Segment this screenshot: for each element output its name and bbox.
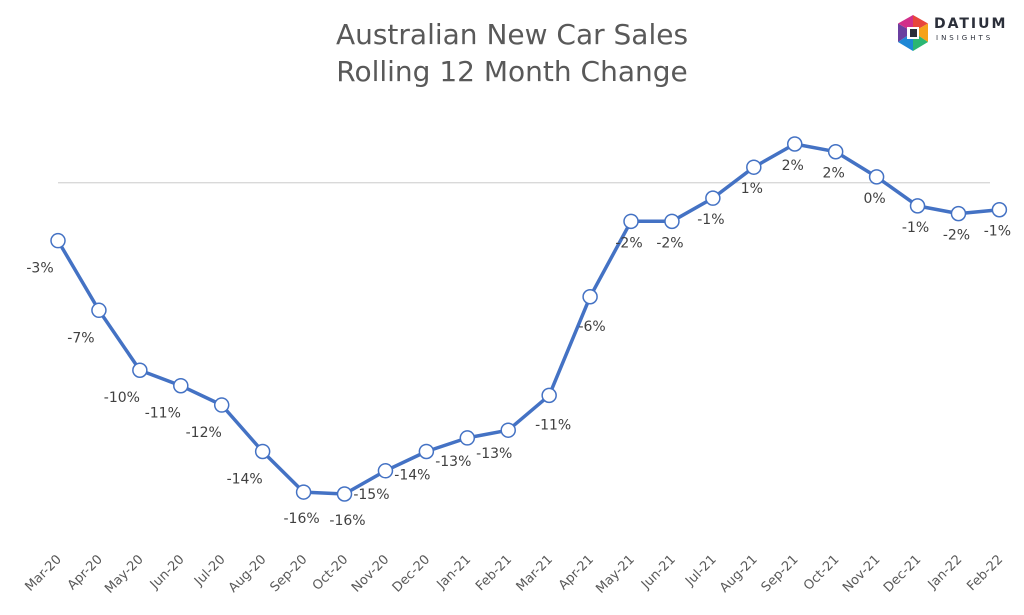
data-label: -15%: [353, 487, 389, 503]
x-tick-label: Feb-22: [964, 552, 1006, 594]
data-label: 1%: [741, 181, 763, 197]
data-point: [418, 443, 435, 460]
data-label: -13%: [476, 446, 512, 462]
x-tick-label: Sep-21: [759, 552, 802, 595]
data-label: -16%: [283, 511, 319, 527]
data-label: -7%: [67, 330, 94, 346]
x-tick-label: Sep-20: [267, 552, 310, 595]
x-tick-label: Nov-21: [840, 552, 883, 595]
data-point: [541, 387, 557, 404]
chart-title-line-1: Australian New Car Sales: [335, 18, 689, 51]
data-label: -3%: [26, 261, 53, 277]
data-point: [950, 205, 967, 222]
data-point: [868, 169, 885, 185]
x-tick-label: Jan-22: [925, 552, 966, 593]
data-point: [213, 397, 230, 413]
x-tick-label: Nov-20: [349, 552, 392, 595]
data-label: -2%: [656, 235, 683, 251]
x-tick-label: Dec-21: [881, 552, 924, 595]
data-point: [664, 213, 680, 230]
logo-wordmark: DATIUM: [934, 16, 1008, 32]
data-label: -1%: [902, 220, 929, 236]
datium-logo: DATIUM INSIGHTS: [896, 14, 1016, 54]
data-label: -1%: [697, 212, 724, 228]
data-point: [377, 463, 394, 479]
data-point: [582, 289, 598, 305]
x-tick-label: Mar-20: [22, 552, 64, 594]
x-tick-label: Aug-20: [226, 552, 270, 596]
data-point: [336, 486, 353, 502]
data-point: [254, 443, 271, 460]
data-label: -13%: [435, 454, 471, 470]
data-point: [991, 201, 1008, 218]
chart-title-line-2: Rolling 12 Month Change: [336, 55, 688, 88]
x-tick-label: Jun-20: [147, 552, 188, 593]
data-point: [705, 190, 721, 206]
data-label: -10%: [104, 390, 140, 406]
x-tick-label: Jan-21: [434, 552, 475, 593]
data-point: [50, 232, 66, 249]
data-point: [173, 377, 189, 394]
chart-title: Australian New Car Sales Rolling 12 Mont…: [0, 16, 1024, 90]
data-point: [295, 484, 312, 500]
data-label: -12%: [186, 425, 222, 441]
x-tick-label: Mar-21: [514, 552, 556, 594]
data-label: -2%: [943, 228, 970, 244]
data-label: 2%: [782, 158, 804, 174]
x-tick-label: Apr-20: [65, 552, 106, 593]
x-tick-label: Oct-21: [801, 552, 843, 594]
data-label: 2%: [823, 166, 845, 182]
series-line: [56, 142, 1000, 496]
data-label: 0%: [863, 191, 885, 207]
data-point: [500, 422, 516, 438]
data-label: -11%: [535, 417, 571, 433]
x-tick-label: Oct-20: [310, 552, 352, 594]
data-point: [786, 136, 803, 152]
x-tick-label: May-20: [102, 552, 146, 596]
x-tick-label: Jun-21: [638, 552, 679, 593]
data-label: -14%: [394, 467, 430, 483]
x-tick-label: Aug-21: [717, 552, 761, 596]
data-label: -16%: [329, 513, 365, 529]
data-point: [746, 159, 762, 175]
datium-logo-icon: [898, 15, 928, 51]
x-tick-label: Dec-20: [390, 552, 433, 595]
x-tick-label: Jul-21: [682, 552, 719, 589]
data-point: [91, 302, 107, 319]
data-label: -6%: [578, 319, 605, 335]
data-label: -14%: [227, 471, 263, 487]
x-tick-label: Jul-20: [191, 552, 228, 589]
data-point: [132, 362, 148, 378]
x-tick-label: Apr-21: [556, 552, 597, 593]
logo-subtitle: INSIGHTS: [936, 34, 994, 42]
data-label: -1%: [984, 224, 1011, 240]
data-point: [459, 430, 476, 446]
data-point: [827, 143, 844, 160]
data-point: [909, 198, 926, 214]
data-point: [623, 213, 639, 230]
data-label: -2%: [615, 235, 642, 251]
x-tick-label: Feb-21: [473, 552, 515, 594]
x-tick-label: May-21: [593, 552, 637, 596]
data-label: -11%: [145, 406, 181, 422]
